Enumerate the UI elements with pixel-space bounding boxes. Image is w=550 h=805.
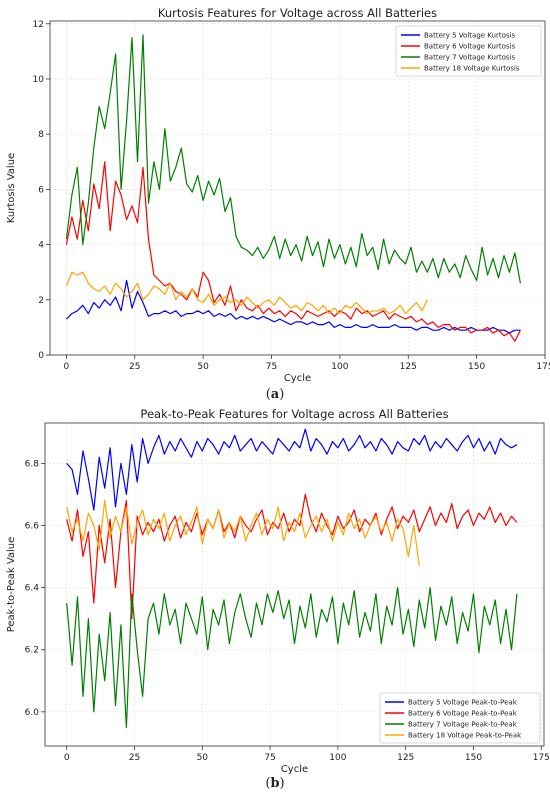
panel-label: (b) <box>265 776 284 791</box>
series-line-3 <box>66 586 518 729</box>
plot-frame <box>44 422 545 747</box>
y-tick-label: 6 <box>38 185 44 195</box>
y-tick-label: 6.8 <box>25 459 40 469</box>
peak-to-peak-chart: 0 25 50 75 100 125 150 175 6.0 6.2 6.4 6.6 6.8 Peak-t… <box>6 407 550 791</box>
x-tick-label: 0 <box>64 362 70 372</box>
x-axis-label: Cycle <box>281 764 308 775</box>
y-tick-label: 10 <box>33 75 45 85</box>
series-line-4 <box>65 271 428 315</box>
y-tick-label: 8 <box>38 130 44 140</box>
x-tick-label: 75 <box>266 362 277 372</box>
plot-frame <box>49 20 546 356</box>
legend-entry-1: Battery 5 Voltage Kurtosis <box>424 32 515 40</box>
chart-title: Peak-to-Peak Features for Voltage across… <box>140 407 448 421</box>
x-tick-label: 150 <box>465 753 482 763</box>
legend-entry-3: Battery 7 Voltage Kurtosis <box>424 54 515 62</box>
x-tick-label: 75 <box>264 753 275 763</box>
x-tick-label: 175 <box>536 362 550 372</box>
panel-label: (a) <box>266 387 285 402</box>
x-tick-label: 50 <box>197 753 209 763</box>
x-tick-label: 125 <box>397 753 414 763</box>
x-tick-label: 0 <box>64 753 70 763</box>
legend-entry-3: Battery 7 Voltage Peak-to-Peak <box>408 721 518 729</box>
y-tick-label: 4 <box>38 241 44 251</box>
x-tick-label: 100 <box>329 753 346 763</box>
legend-entry-2: Battery 6 Voltage Peak-to-Peak <box>408 710 518 718</box>
legend-entry-2: Battery 6 Voltage Kurtosis <box>424 43 515 51</box>
x-axis-label: Cycle <box>284 373 311 384</box>
x-tick-label: 125 <box>400 362 417 372</box>
y-tick-label: 0 <box>38 351 44 361</box>
y-tick-label: 6.0 <box>25 708 40 718</box>
x-tick-label: 150 <box>468 362 485 372</box>
legend-entry-1: Battery 5 Voltage Peak-to-Peak <box>408 699 518 707</box>
legend-entry-4: Battery 18 Voltage Peak-to-Peak <box>408 732 522 740</box>
y-axis-label: Peak-to-Peak Value <box>6 537 17 633</box>
series-line-2 <box>66 493 518 620</box>
y-axis-label: Kurtosis Value <box>6 153 17 223</box>
x-tick-label: 100 <box>331 362 348 372</box>
x-tick-label: 25 <box>129 362 140 372</box>
series-line-2 <box>65 161 521 342</box>
y-tick-label: 2 <box>38 296 44 306</box>
series-line-3 <box>65 34 521 284</box>
legend: Battery 5 Voltage Kurtosis Battery 6 Volt… <box>395 25 542 77</box>
chart-title: Kurtosis Features for Voltage across All… <box>158 6 437 20</box>
x-tick-label: 50 <box>197 362 209 372</box>
legend-box <box>395 25 542 77</box>
y-tick-label: 6.4 <box>25 584 40 594</box>
legend: Battery 5 Voltage Peak-to-Peak Battery 6 … <box>379 692 541 744</box>
legend-box <box>379 692 541 744</box>
y-tick-label: 12 <box>33 20 44 30</box>
y-tick-label: 6.6 <box>25 521 40 531</box>
series-line-4 <box>66 500 420 566</box>
series-line-1 <box>66 428 518 511</box>
kurtosis-chart: 0 25 50 75 100 125 150 175 0 2 4 6 8 10 12 Kurtosis Fea… <box>6 6 550 402</box>
series-line-1 <box>65 279 521 334</box>
x-tick-label: 25 <box>129 753 140 763</box>
x-tick-label: 175 <box>533 753 550 763</box>
legend-entry-4: Battery 18 Voltage Kurtosis <box>424 65 520 73</box>
y-tick-label: 6.2 <box>25 646 39 656</box>
